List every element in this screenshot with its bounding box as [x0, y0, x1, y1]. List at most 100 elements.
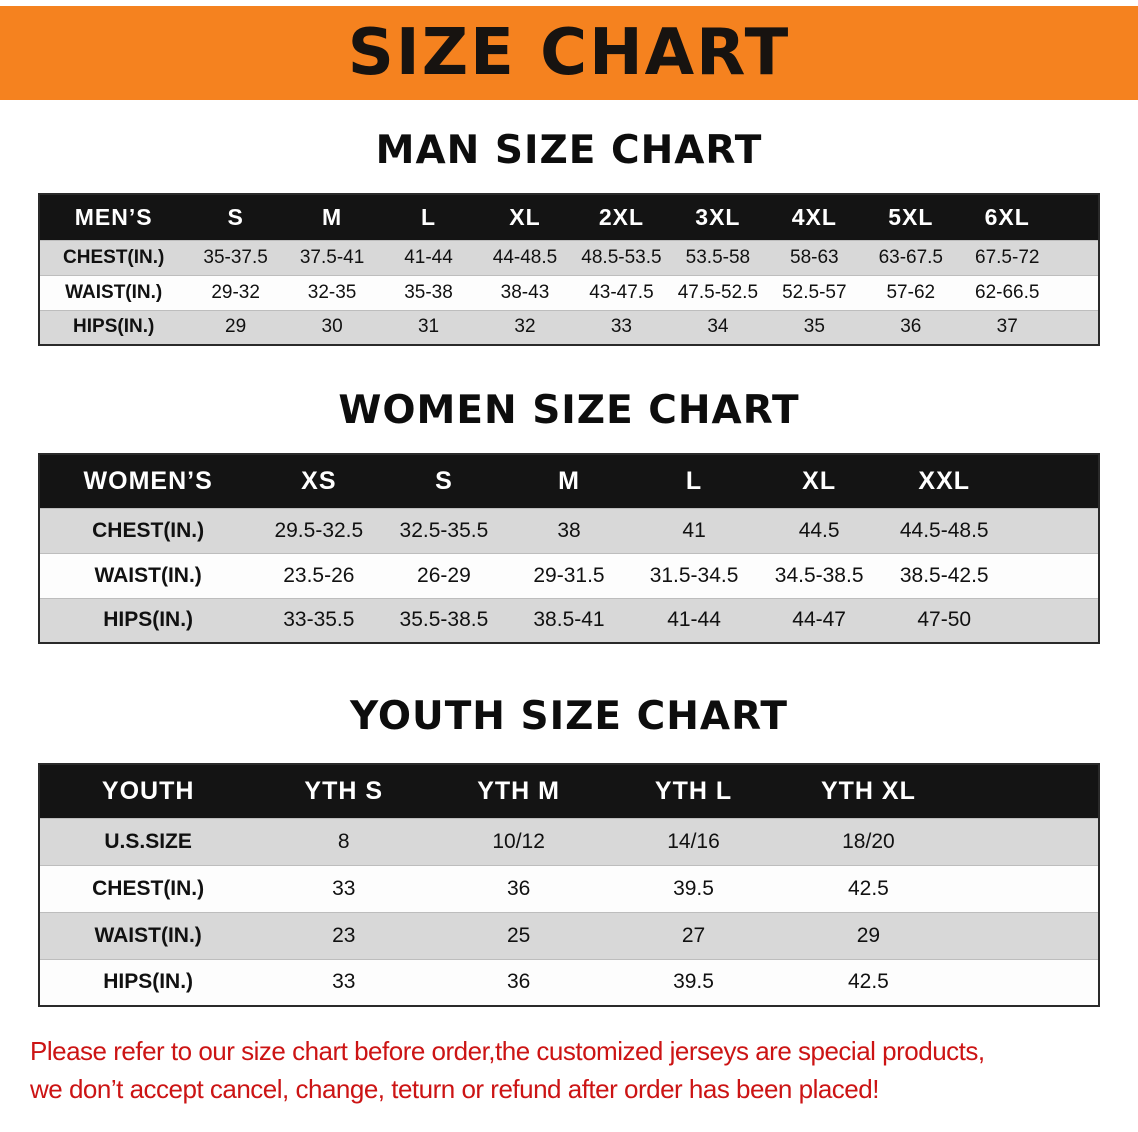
size-value-cell: 35-38 [404, 281, 453, 303]
spacer-cell [1007, 598, 1099, 643]
size-column-header: S [381, 454, 507, 508]
size-value-cell: 31 [417, 316, 440, 338]
youth-chart-heading: YOUTH SIZE CHART [350, 694, 788, 739]
spacer-cell [956, 865, 1099, 912]
spacer-cell [1055, 240, 1099, 275]
table-corner-label: WOMEN’S [39, 454, 257, 508]
size-value-cell: 67.5-72 [975, 246, 1040, 268]
size-value-cell: 14/16 [667, 829, 720, 853]
size-value-cell: 23.5-26 [283, 563, 355, 587]
youth-table-head: YOUTH YTH S YTH M YTH L YTH XL [39, 764, 1099, 818]
size-value-cell: 44-47 [792, 608, 846, 632]
women-chart-heading: WOMEN SIZE CHART [338, 388, 800, 433]
spacer-cell [956, 912, 1099, 959]
spacer-cell [1006, 454, 1099, 508]
size-value-cell: 52.5-57 [782, 281, 847, 303]
men-size-table: MEN’S S M L XL 2XL 3XL 4XL 5XL 6XL CHEST(IN.) 35-3… [38, 193, 1100, 346]
size-value-cell: 53.5-58 [685, 246, 751, 268]
size-column-header: M [283, 194, 381, 240]
table-row: HIPS(IN.) 29 30 31 32 33 34 35 36 37 [39, 310, 1099, 345]
spacer-cell [956, 959, 1099, 1006]
men-table-head: MEN’S S M L XL 2XL 3XL 4XL 5XL 6XL [39, 194, 1099, 240]
size-value-cell: 33 [332, 876, 356, 900]
size-value-cell: 29-32 [211, 281, 260, 303]
size-value-cell: 23 [332, 923, 356, 947]
size-value-cell: 41-44 [667, 608, 721, 632]
size-value-cell: 39.5 [673, 876, 714, 900]
size-column-header: 2XL [573, 194, 670, 240]
size-column-header: L [631, 454, 757, 508]
size-value-cell: 34.5-38.5 [774, 563, 864, 587]
row-label: HIPS(IN.) [73, 316, 155, 338]
size-value-cell: 29 [856, 923, 881, 947]
size-value-cell: 58-63 [790, 246, 839, 268]
page-title: SIZE CHART [347, 16, 791, 90]
size-value-cell: 33 [610, 316, 632, 338]
size-value-cell: 37 [996, 316, 1018, 338]
size-value-cell: 36 [506, 876, 531, 900]
size-value-cell: 39.5 [673, 970, 714, 994]
size-column-header: XXL [881, 454, 1007, 508]
size-column-header: YTH S [256, 764, 432, 818]
table-header-row: YOUTH YTH S YTH M YTH L YTH XL [39, 764, 1099, 818]
spacer-cell [1055, 275, 1099, 310]
table-row: WAIST(IN.) 29-32 32-35 35-38 38-43 43-47.5 47.… [39, 275, 1099, 310]
women-size-section: WOMEN SIZE CHART WOMEN’S XS S M L XL XXL CHEST… [0, 388, 1138, 644]
row-label: WAIST(IN.) [65, 281, 163, 303]
men-size-section: MAN SIZE CHART MEN’S S M L XL 2XL 3XL 4XL 5XL 6XL… [0, 128, 1138, 346]
size-value-cell: 33 [332, 970, 356, 994]
size-value-cell: 8 [337, 829, 350, 853]
row-label: CHEST(IN.) [63, 246, 165, 268]
spacer-cell [1007, 553, 1099, 598]
size-value-cell: 48.5-53.5 [581, 246, 662, 268]
size-value-cell: 32.5-35.5 [399, 518, 489, 542]
table-row: CHEST(IN.) 29.5-32.5 32.5-35.5 38 41 44.5 44.5… [39, 508, 1099, 553]
men-chart-heading: MAN SIZE CHART [375, 128, 763, 173]
row-label: WAIST(IN.) [94, 563, 202, 587]
size-column-header: M [506, 454, 632, 508]
size-value-cell: 27 [681, 923, 706, 947]
youth-table-body: U.S.SIZE 8 10/12 14/16 18/20 CHEST(IN.) 33 36 39… [39, 818, 1099, 1006]
size-value-cell: 26-29 [417, 563, 471, 587]
size-column-header: XL [756, 454, 882, 508]
spacer-cell [956, 818, 1099, 865]
size-value-cell: 41-44 [404, 246, 453, 268]
table-header-row: MEN’S S M L XL 2XL 3XL 4XL 5XL 6XL [39, 194, 1099, 240]
disclaimer-note: Please refer to our size chart before or… [0, 1033, 1138, 1108]
banner: SIZE CHART [0, 6, 1138, 100]
size-value-cell: 41 [682, 518, 706, 542]
size-value-cell: 29 [225, 316, 247, 338]
size-column-header: 3XL [669, 194, 767, 240]
row-label: HIPS(IN.) [103, 970, 194, 994]
women-size-table: WOMEN’S XS S M L XL XXL CHEST(IN.) 29.5-32.5 32.… [38, 453, 1100, 644]
size-value-cell: 33-35.5 [283, 608, 355, 632]
disclaimer-line-1: Please refer to our size chart before or… [30, 1036, 985, 1066]
youth-size-table: YOUTH YTH S YTH M YTH L YTH XL U.S.SIZE 8 10/1… [38, 763, 1100, 1007]
spacer-cell [1007, 508, 1099, 553]
size-value-cell: 32 [514, 316, 536, 338]
size-value-cell: 29.5-32.5 [274, 518, 364, 542]
size-value-cell: 43-47.5 [589, 281, 654, 303]
size-value-cell: 47-50 [917, 608, 972, 632]
table-header-row: WOMEN’S XS S M L XL XXL [39, 454, 1099, 508]
table-row: CHEST(IN.) 35-37.5 37.5-41 41-44 44-48.5 48.5… [39, 240, 1099, 275]
size-value-cell: 36 [506, 970, 531, 994]
table-row: CHEST(IN.) 33 36 39.5 42.5 [39, 865, 1099, 912]
size-value-cell: 44.5 [798, 518, 840, 542]
table-row: HIPS(IN.) 33-35.5 35.5-38.5 38.5-41 41-44 44-… [39, 598, 1099, 643]
size-column-header: 6XL [959, 194, 1056, 240]
size-column-header: YTH XL [780, 764, 956, 818]
size-column-header: YTH M [431, 764, 607, 818]
row-label: CHEST(IN.) [92, 876, 205, 900]
row-label: HIPS(IN.) [103, 608, 194, 632]
size-value-cell: 62-66.5 [975, 281, 1040, 303]
size-value-cell: 63-67.5 [878, 246, 944, 268]
spacer-cell [955, 764, 1099, 818]
spacer-cell [1055, 310, 1099, 345]
youth-size-section: YOUTH SIZE CHART YOUTH YTH S YTH M YTH L YTH… [0, 694, 1138, 1007]
size-value-cell: 57-62 [886, 281, 936, 303]
size-value-cell: 18/20 [842, 829, 895, 853]
table-row: WAIST(IN.) 23.5-26 26-29 29-31.5 31.5-34.5 34… [39, 553, 1099, 598]
size-value-cell: 35.5-38.5 [399, 608, 489, 632]
